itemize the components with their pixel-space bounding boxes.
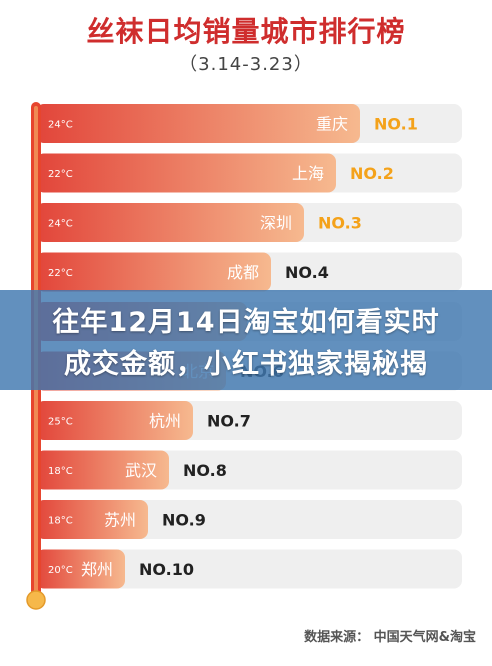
- banner-line-1: 往年12月14日淘宝如何看实时: [52, 307, 440, 338]
- rank-label: NO.8: [183, 461, 227, 480]
- bar-2: [36, 153, 336, 193]
- bar-10: [36, 549, 125, 589]
- rank-label: NO.4: [285, 263, 329, 282]
- temperature-label: 18°C: [48, 466, 73, 477]
- city-label: 武汉: [125, 461, 157, 480]
- city-label: 苏州: [104, 511, 136, 530]
- temperature-label: 24°C: [48, 120, 73, 131]
- rank-label: NO.1: [374, 115, 418, 134]
- bar-4: [36, 252, 271, 292]
- city-label: 深圳: [260, 214, 292, 233]
- bar-3: [36, 203, 304, 242]
- city-label: 上海: [292, 164, 324, 183]
- rank-label: NO.9: [162, 511, 206, 530]
- temperature-label: 18°C: [48, 516, 73, 527]
- temperature-label: 24°C: [48, 219, 73, 230]
- bar-9: [36, 500, 148, 539]
- chart-title: 丝袜日均销量城市排行榜: [86, 15, 406, 48]
- article-title-banner[interactable]: 往年12月14日淘宝如何看实时 成交金额，小红书独家揭秘揭: [0, 290, 492, 390]
- rank-label: NO.3: [318, 214, 362, 233]
- city-label: 成都: [227, 263, 259, 282]
- bar-track: [36, 549, 462, 589]
- rank-label: NO.10: [139, 560, 194, 579]
- bar-7: [36, 401, 193, 440]
- temperature-label: 22°C: [48, 268, 73, 279]
- city-label: 重庆: [316, 115, 348, 134]
- temperature-label: 20°C: [48, 565, 73, 576]
- city-label: 杭州: [149, 412, 181, 431]
- city-label: 郑州: [81, 560, 113, 579]
- rank-label: NO.2: [350, 164, 394, 183]
- chart-subtitle: （3.14-3.23）: [179, 54, 313, 75]
- bar-1: [36, 104, 360, 143]
- temperature-label: 22°C: [48, 169, 73, 180]
- data-source: 数据来源： 中国天气网&淘宝: [304, 630, 476, 645]
- temperature-label: 25°C: [48, 417, 73, 428]
- rank-label: NO.7: [207, 412, 251, 431]
- thermometer-bulb: [26, 590, 46, 610]
- bar-8: [36, 450, 169, 490]
- banner-line-2: 成交金额，小红书独家揭秘揭: [64, 349, 428, 380]
